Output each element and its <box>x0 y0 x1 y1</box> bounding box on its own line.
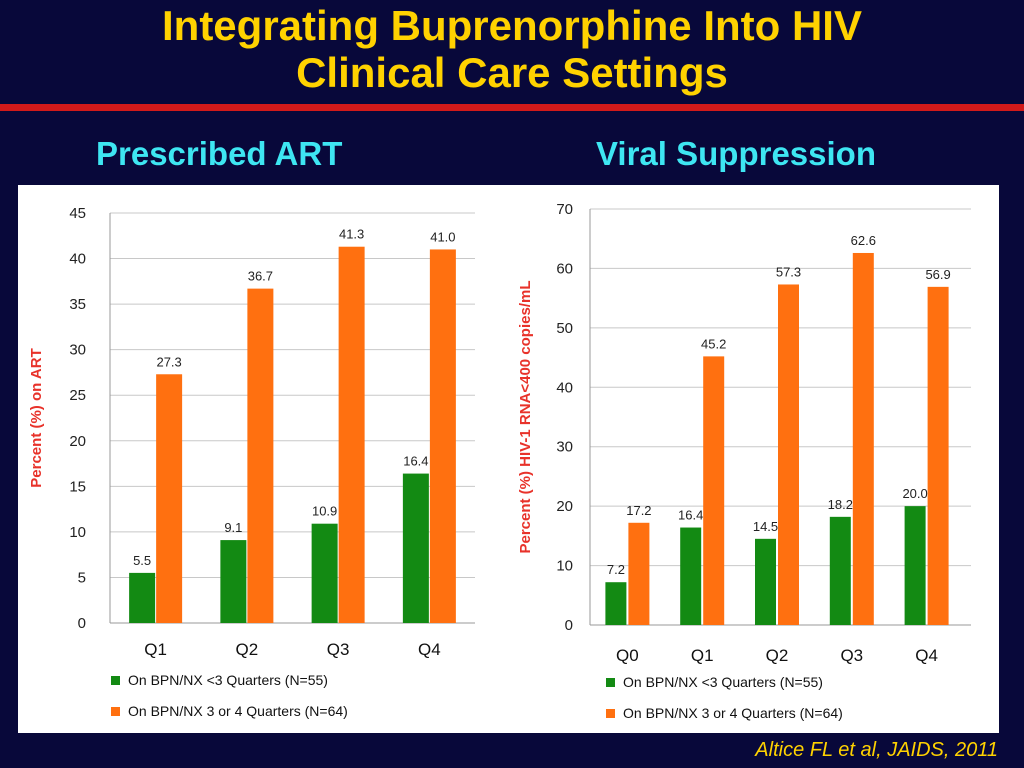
bar-orange-q1 <box>703 356 725 625</box>
x-tick-label: Q0 <box>616 646 639 665</box>
y-tick-label: 40 <box>69 251 86 268</box>
y-tick-label: 45 <box>69 205 86 222</box>
bar-green-q4 <box>402 473 429 623</box>
y-tick-label: 0 <box>78 615 86 632</box>
charts-panel: 0 5 10 15 20 25 30 35 40 45 Percent (%) on ART 5.5 2… <box>18 185 999 733</box>
bar-green-q4 <box>904 506 926 625</box>
data-label: 41.0 <box>430 229 455 244</box>
slide-title-line-1: Integrating Buprenorphine Into HIV <box>162 2 862 49</box>
y-tick-label: 35 <box>69 296 86 313</box>
x-tick-label: Q2 <box>236 640 259 659</box>
bar-orange-q1 <box>156 374 183 623</box>
x-tick-label: Q3 <box>840 646 863 665</box>
data-label: 18.2 <box>828 497 853 512</box>
legend-entry: On BPN/NX 3 or 4 Quarters (N=64) <box>623 705 843 721</box>
legend-swatch <box>606 678 615 687</box>
legend-swatch <box>111 676 120 685</box>
x-tick-label: Q1 <box>144 640 167 659</box>
slide-title: Integrating Buprenorphine Into HIV Clini… <box>0 2 1024 96</box>
data-label: 16.4 <box>678 508 703 523</box>
y-tick-label: 10 <box>556 558 573 575</box>
bar-green-q3 <box>829 516 851 625</box>
bar-green-q2 <box>220 540 247 623</box>
bar-orange-q0 <box>628 522 650 625</box>
data-label: 17.2 <box>626 503 651 518</box>
data-label: 7.2 <box>607 562 625 577</box>
legend-swatch <box>111 707 120 716</box>
chart-title-prescribed-art: Prescribed ART <box>96 135 343 172</box>
bar-green-q1 <box>129 572 156 623</box>
x-tick-label: Q4 <box>915 646 938 665</box>
bar-orange-q4 <box>927 286 949 625</box>
data-label: 20.0 <box>902 486 927 501</box>
legend-swatch <box>606 709 615 718</box>
data-label: 5.5 <box>133 553 151 568</box>
data-label: 10.9 <box>312 504 337 519</box>
data-label: 41.3 <box>339 227 364 242</box>
charts-canvas: 0 5 10 15 20 25 30 35 40 45 Percent (%) on ART 5.5 2… <box>28 201 971 721</box>
data-label: 9.1 <box>224 520 242 535</box>
bar-green-q3 <box>311 523 338 623</box>
y-tick-label: 30 <box>69 342 86 359</box>
y-tick-label: 0 <box>565 617 573 634</box>
citation: Altice FL et al, JAIDS, 2011 <box>755 739 998 761</box>
data-label: 56.9 <box>925 267 950 282</box>
y-tick-label: 50 <box>556 320 573 337</box>
data-label: 57.3 <box>776 264 801 279</box>
legend-entry: On BPN/NX <3 Quarters (N=55) <box>128 672 328 688</box>
y-tick-label: 20 <box>69 433 86 450</box>
data-label: 45.2 <box>701 336 726 351</box>
y-tick-label: 15 <box>69 478 86 495</box>
data-label: 36.7 <box>248 269 273 284</box>
slide-title-line-2: Clinical Care Settings <box>296 49 728 96</box>
y-tick-label: 5 <box>78 569 86 586</box>
legend-entry: On BPN/NX 3 or 4 Quarters (N=64) <box>128 703 348 719</box>
bar-orange-q3 <box>852 252 874 625</box>
bar-orange-q2 <box>247 288 274 623</box>
y-tick-label: 70 <box>556 201 573 218</box>
y-tick-label: 60 <box>556 260 573 277</box>
x-tick-label: Q3 <box>327 640 350 659</box>
data-label: 16.4 <box>403 454 428 469</box>
bar-green-q1 <box>680 527 702 625</box>
x-tick-label: Q4 <box>418 640 441 659</box>
bar-orange-q4 <box>429 249 456 623</box>
x-tick-label: Q1 <box>691 646 714 665</box>
chart-title-viral-suppression: Viral Suppression <box>596 135 876 172</box>
bar-green-q2 <box>755 538 776 625</box>
y-tick-label: 25 <box>69 387 86 404</box>
x-tick-label: Q2 <box>766 646 789 665</box>
title-divider <box>0 104 1024 111</box>
y-axis-label: Percent (%) HIV-1 RNA<400 copies/mL <box>517 280 534 553</box>
data-label: 14.5 <box>753 519 778 534</box>
y-tick-label: 10 <box>69 524 86 541</box>
bar-orange-q3 <box>338 246 365 623</box>
y-tick-label: 40 <box>556 379 573 396</box>
bar-orange-q2 <box>778 284 799 625</box>
data-label: 62.6 <box>851 233 876 248</box>
legend-entry: On BPN/NX <3 Quarters (N=55) <box>623 674 823 690</box>
y-axis-label: Percent (%) on ART <box>28 348 45 487</box>
y-tick-label: 20 <box>556 498 573 515</box>
data-label: 27.3 <box>156 354 181 369</box>
y-tick-label: 30 <box>556 439 573 456</box>
bar-green-q0 <box>605 582 627 625</box>
